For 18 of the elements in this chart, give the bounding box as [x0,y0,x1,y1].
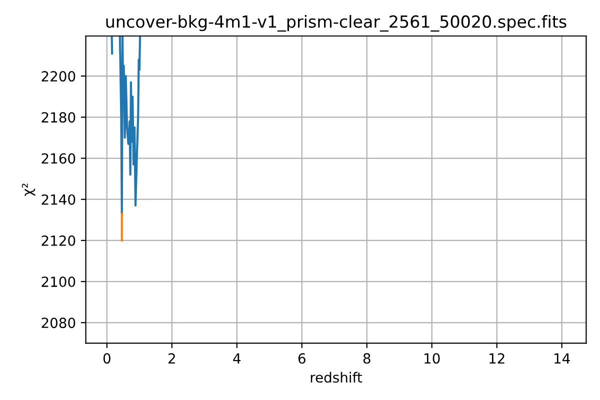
y-tick-label: 2100 [42,276,76,288]
y-tick-label: 2160 [42,153,76,164]
x-tick-label: 0 [103,353,110,364]
x-tick-label: 12 [490,353,504,364]
x-axis-title: redshift [310,372,362,383]
y-axis-title: χ² [22,184,36,196]
x-tick-label: 2 [168,353,175,364]
y-tick-label: 2200 [42,71,76,82]
y-tick-label: 2080 [42,318,76,328]
y-tick-label: 2120 [42,235,76,246]
y-tick-label: 2140 [42,194,76,205]
x-tick-label: 14 [554,353,570,364]
x-tick-label: 10 [424,353,440,364]
chart-title: uncover-bkg-4m1-v1_prism-clear_2561_50020.spec.fits [106,15,566,32]
x-tick-label: 8 [363,353,370,364]
x-tick-label: 6 [298,353,306,364]
y-tick-label: 2180 [42,112,76,123]
x-tick-label: 4 [233,353,241,364]
